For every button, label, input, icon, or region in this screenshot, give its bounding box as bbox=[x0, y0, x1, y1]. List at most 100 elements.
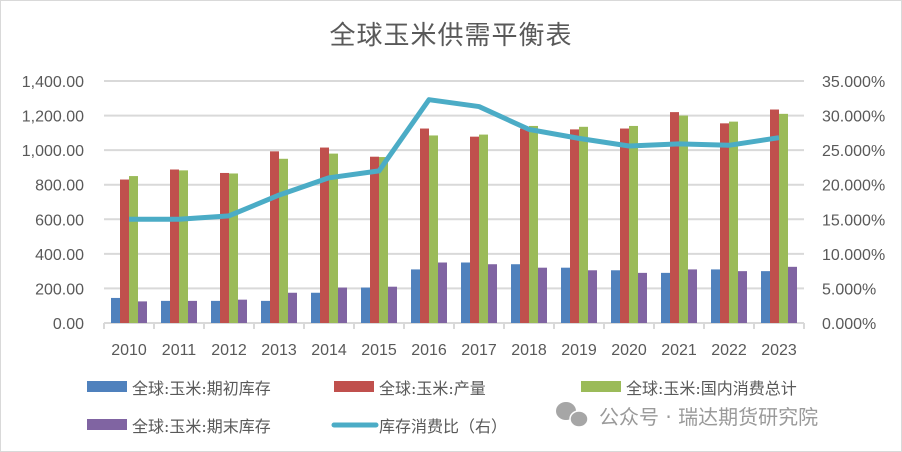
x-tick-label: 2017 bbox=[461, 342, 497, 359]
y-left-tick-label: 200.00 bbox=[35, 281, 84, 298]
y-right-tick-label: 10.000% bbox=[822, 247, 885, 264]
y-right-tick-label: 0.000% bbox=[822, 316, 876, 333]
bar-2-2015 bbox=[370, 156, 379, 323]
legend-label: 全球:玉米:期初库存 bbox=[132, 379, 271, 398]
legend-label: 全球:玉米:期末库存 bbox=[132, 417, 271, 436]
bar-2-2022 bbox=[720, 123, 729, 323]
bar-2-2019 bbox=[570, 129, 579, 323]
y-left-tick-label: 0.00 bbox=[53, 316, 84, 333]
legend-swatch bbox=[87, 419, 127, 430]
bar-4-2012 bbox=[238, 299, 247, 323]
bar-4-2021 bbox=[688, 269, 697, 323]
bar-1-2011 bbox=[161, 300, 170, 323]
bar-1-2020 bbox=[611, 270, 620, 323]
x-tick-label: 2019 bbox=[561, 342, 597, 359]
bar-4-2019 bbox=[588, 270, 597, 323]
x-tick-label: 2010 bbox=[111, 342, 147, 359]
y-left-tick-label: 1,200.00 bbox=[22, 109, 84, 126]
bar-4-2017 bbox=[488, 264, 497, 323]
bar-4-2016 bbox=[438, 262, 447, 323]
ratio-line bbox=[129, 97, 780, 222]
bar-1-2018 bbox=[511, 264, 520, 323]
bar-3-2013 bbox=[279, 158, 288, 323]
y-right-tick-label: 15.000% bbox=[822, 212, 885, 229]
bar-1-2021 bbox=[661, 272, 670, 323]
x-tick-label: 2011 bbox=[162, 342, 197, 359]
bar-4-2018 bbox=[538, 267, 547, 323]
bar-2-2014 bbox=[320, 147, 329, 323]
bar-3-2022 bbox=[729, 121, 738, 323]
bar-3-2021 bbox=[679, 115, 688, 323]
bar-2-2016 bbox=[420, 128, 429, 323]
y-right-tick-label: 35.000% bbox=[822, 74, 885, 91]
legend-label: 库存消费比（右） bbox=[379, 417, 507, 436]
bar-3-2019 bbox=[579, 126, 588, 323]
y-left-tick-label: 400.00 bbox=[35, 247, 84, 264]
x-tick-label: 2022 bbox=[711, 342, 747, 359]
y-left-tick-label: 1,000.00 bbox=[22, 143, 84, 160]
bar-4-2013 bbox=[288, 292, 297, 323]
x-tick-label: 2015 bbox=[361, 342, 397, 359]
bar-2-2018 bbox=[520, 128, 529, 323]
y-right-tick-label: 25.000% bbox=[822, 143, 885, 160]
bar-3-2017 bbox=[479, 134, 488, 323]
bar-2-2023 bbox=[770, 109, 779, 324]
y-right-tick-label: 20.000% bbox=[822, 178, 885, 195]
bar-1-2015 bbox=[361, 287, 370, 323]
bar-2-2020 bbox=[620, 128, 629, 323]
legend: 全球:玉米:期初库存 全球:玉米:产量 全球:玉米:国内消费总计全球:玉米:期末库存… bbox=[87, 379, 797, 436]
ratio-line-group bbox=[128, 97, 780, 222]
watermark-text: 公众号 · 瑞达期货研究院 bbox=[599, 405, 818, 429]
bar-4-2014 bbox=[338, 287, 347, 323]
bar-1-2013 bbox=[261, 300, 270, 323]
bar-1-2014 bbox=[311, 292, 320, 323]
bar-1-2017 bbox=[461, 262, 470, 323]
x-tick-label: 2023 bbox=[761, 342, 797, 359]
bar-1-2023 bbox=[761, 271, 770, 323]
bar-3-2023 bbox=[779, 113, 788, 323]
watermark: 公众号 · 瑞达期货研究院 bbox=[556, 402, 818, 429]
bar-1-2019 bbox=[561, 267, 570, 323]
y-right-tick-label: 30.000% bbox=[822, 109, 885, 126]
bar-4-2015 bbox=[388, 286, 397, 323]
bar-2-2013 bbox=[270, 151, 279, 323]
x-tick-label: 2021 bbox=[661, 342, 697, 359]
bar-1-2016 bbox=[411, 269, 420, 323]
y-left-tick-label: 1,400.00 bbox=[22, 74, 84, 91]
x-tick-label: 2018 bbox=[511, 342, 547, 359]
bar-3-2020 bbox=[629, 125, 638, 323]
legend-swatch bbox=[87, 381, 127, 392]
bar-4-2011 bbox=[188, 300, 197, 323]
x-tick-label: 2013 bbox=[261, 342, 297, 359]
bar-3-2010 bbox=[129, 176, 138, 323]
bar-4-2023 bbox=[788, 266, 797, 323]
legend-swatch bbox=[334, 381, 374, 392]
bar-2-2017 bbox=[470, 136, 479, 323]
bar-4-2022 bbox=[738, 271, 747, 323]
x-tick-label: 2020 bbox=[611, 342, 647, 359]
bar-1-2010 bbox=[111, 297, 120, 323]
x-tick-label: 2014 bbox=[311, 342, 347, 359]
bars bbox=[111, 109, 797, 324]
bar-4-2010 bbox=[138, 301, 147, 323]
x-axis: 2010 2011 2012 2013 2014 2015 2016 2017 2018 2019… bbox=[103, 323, 805, 359]
y-axis-right: 0.000% 5.000% 10.000% 15.000% 20.000% 25.000%… bbox=[822, 74, 885, 333]
bar-3-2016 bbox=[429, 135, 438, 323]
bar-4-2020 bbox=[638, 272, 647, 323]
bar-1-2022 bbox=[711, 269, 720, 323]
y-right-tick-label: 5.000% bbox=[822, 281, 876, 298]
bar-3-2011 bbox=[179, 170, 188, 323]
bar-2-2021 bbox=[670, 112, 679, 323]
x-tick-label: 2012 bbox=[211, 342, 247, 359]
y-left-tick-label: 800.00 bbox=[35, 178, 84, 195]
x-tick-label: 2016 bbox=[411, 342, 447, 359]
bar-2-2011 bbox=[170, 169, 179, 323]
bar-3-2015 bbox=[379, 157, 388, 323]
legend-swatch bbox=[581, 381, 621, 392]
bar-1-2012 bbox=[211, 300, 220, 323]
legend-label: 全球:玉米:国内消费总计 bbox=[626, 379, 797, 398]
bar-3-2018 bbox=[529, 125, 538, 323]
bar-2-2012 bbox=[220, 172, 229, 323]
